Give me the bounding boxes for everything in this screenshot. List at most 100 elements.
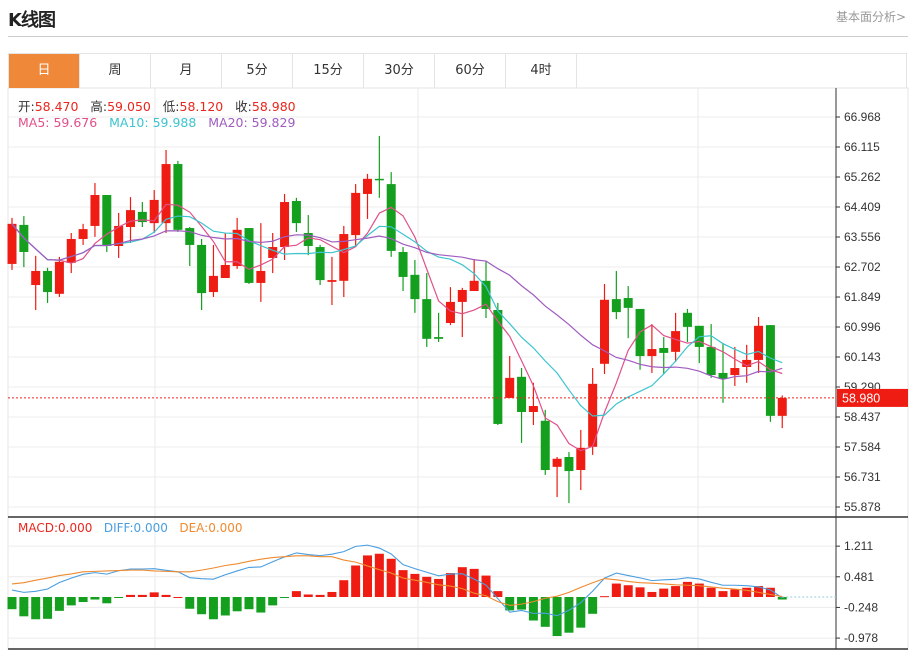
candle-down <box>540 420 550 471</box>
candle-up <box>552 458 562 467</box>
macd-bar <box>351 565 361 597</box>
macd-y-tick-label: 0.481 <box>844 570 874 584</box>
macd-bar <box>600 596 609 598</box>
macd-value: MACD:0.000 <box>18 521 93 535</box>
candle-up <box>232 229 242 267</box>
macd-bar <box>647 591 657 597</box>
y-tick-label: 56.731 <box>844 470 881 484</box>
macd-bar <box>315 594 325 597</box>
candle-down <box>422 299 432 339</box>
candle-down <box>197 244 207 294</box>
y-tick-label: 62.702 <box>844 260 881 274</box>
candle-down <box>493 309 503 424</box>
candle-down <box>564 456 574 472</box>
candle-up <box>149 199 159 224</box>
tab-15min[interactable]: 15分 <box>293 54 364 88</box>
open-label: 开: <box>18 99 35 114</box>
macd-bar <box>268 597 278 606</box>
current-price-label: 58.980 <box>842 391 880 405</box>
macd-bar <box>31 597 41 620</box>
macd-bar <box>765 587 775 597</box>
macd-bar <box>730 589 740 597</box>
tab-4hour[interactable]: 4时 <box>506 54 577 88</box>
macd-bar <box>137 594 147 597</box>
y-tick-label: 60.143 <box>844 350 881 364</box>
candle-up <box>161 164 171 224</box>
macd-bar <box>445 573 455 597</box>
diff-line <box>11 544 783 617</box>
period-tabs: 日 周 月 5分 15分 30分 60分 4时 <box>8 53 907 88</box>
macd-bar <box>220 597 230 616</box>
macd-readout: MACD:0.000 DIFF:0.000 DEA:0.000 <box>18 521 243 535</box>
candle-up <box>208 275 218 293</box>
macd-bar <box>54 597 64 611</box>
candle-up <box>777 397 787 416</box>
candle-up <box>457 289 467 302</box>
candle-up <box>78 229 88 239</box>
macd-bar <box>90 597 100 600</box>
macd-bar <box>78 597 88 603</box>
tab-5min[interactable]: 5分 <box>222 54 293 88</box>
macd-bar <box>19 597 29 617</box>
macd-bar <box>102 597 112 604</box>
macd-bar <box>588 597 598 614</box>
tab-month[interactable]: 月 <box>151 54 222 88</box>
candle-up <box>280 202 290 248</box>
tab-30min[interactable]: 30分 <box>364 54 435 88</box>
dea-value: DEA:0.000 <box>179 521 243 535</box>
tab-60min[interactable]: 60分 <box>435 54 506 88</box>
fundamental-analysis-link[interactable]: 基本面分析> <box>835 10 906 24</box>
candle-up <box>505 377 515 398</box>
candle-down <box>481 280 491 309</box>
macd-y-tick-label: -0.248 <box>844 600 878 614</box>
candle-up <box>363 178 372 194</box>
macd-bar <box>256 597 266 613</box>
ma5-value: MA5: 59.676 <box>18 115 98 130</box>
macd-bar <box>339 580 349 597</box>
macd-bar <box>398 570 408 597</box>
macd-bar <box>623 585 633 597</box>
macd-bar <box>374 553 384 597</box>
open-value: 58.470 <box>34 99 79 114</box>
y-tick-label: 55.878 <box>844 500 881 514</box>
macd-bar <box>777 597 787 600</box>
macd-bar <box>493 591 503 597</box>
candle-up <box>600 299 609 364</box>
macd-bar <box>564 597 574 633</box>
candle-up <box>469 280 479 292</box>
tab-week[interactable]: 周 <box>80 54 151 88</box>
macd-bar <box>422 576 432 597</box>
macd-bar <box>386 558 396 597</box>
candle-up <box>31 270 41 286</box>
candle-down <box>185 228 195 245</box>
candle-down <box>718 372 728 379</box>
macd-bar <box>185 597 195 609</box>
candle-up <box>339 234 349 281</box>
macd-y-tick-label: 1.211 <box>844 539 873 553</box>
ma-readout: MA5: 59.676 MA10: 59.988 MA20: 59.829 <box>18 115 295 130</box>
candle-up <box>327 280 337 282</box>
candle-down <box>374 178 384 181</box>
ohlc-readout: 开:58.470 高:59.050 低:58.120 收:58.980 <box>18 96 296 115</box>
macd-bar <box>457 567 467 597</box>
candle-down <box>623 298 633 308</box>
macd-bar <box>576 597 586 628</box>
high-value: 59.050 <box>107 99 151 114</box>
candle-up <box>66 238 76 263</box>
macd-bar <box>114 597 124 598</box>
macd-bar <box>161 594 171 597</box>
candle-up <box>256 270 266 283</box>
candle-down <box>173 164 183 230</box>
macd-bar <box>303 594 313 597</box>
candle-down <box>659 347 669 353</box>
dea-line <box>11 555 783 606</box>
macd-bar <box>718 591 728 597</box>
macd-bar <box>505 597 515 611</box>
macd-bar <box>694 583 704 597</box>
tab-day[interactable]: 日 <box>9 54 80 88</box>
y-tick-label: 63.556 <box>844 230 881 244</box>
macd-bar <box>635 587 645 597</box>
y-tick-label: 65.262 <box>844 170 881 184</box>
macd-bar <box>706 587 716 597</box>
